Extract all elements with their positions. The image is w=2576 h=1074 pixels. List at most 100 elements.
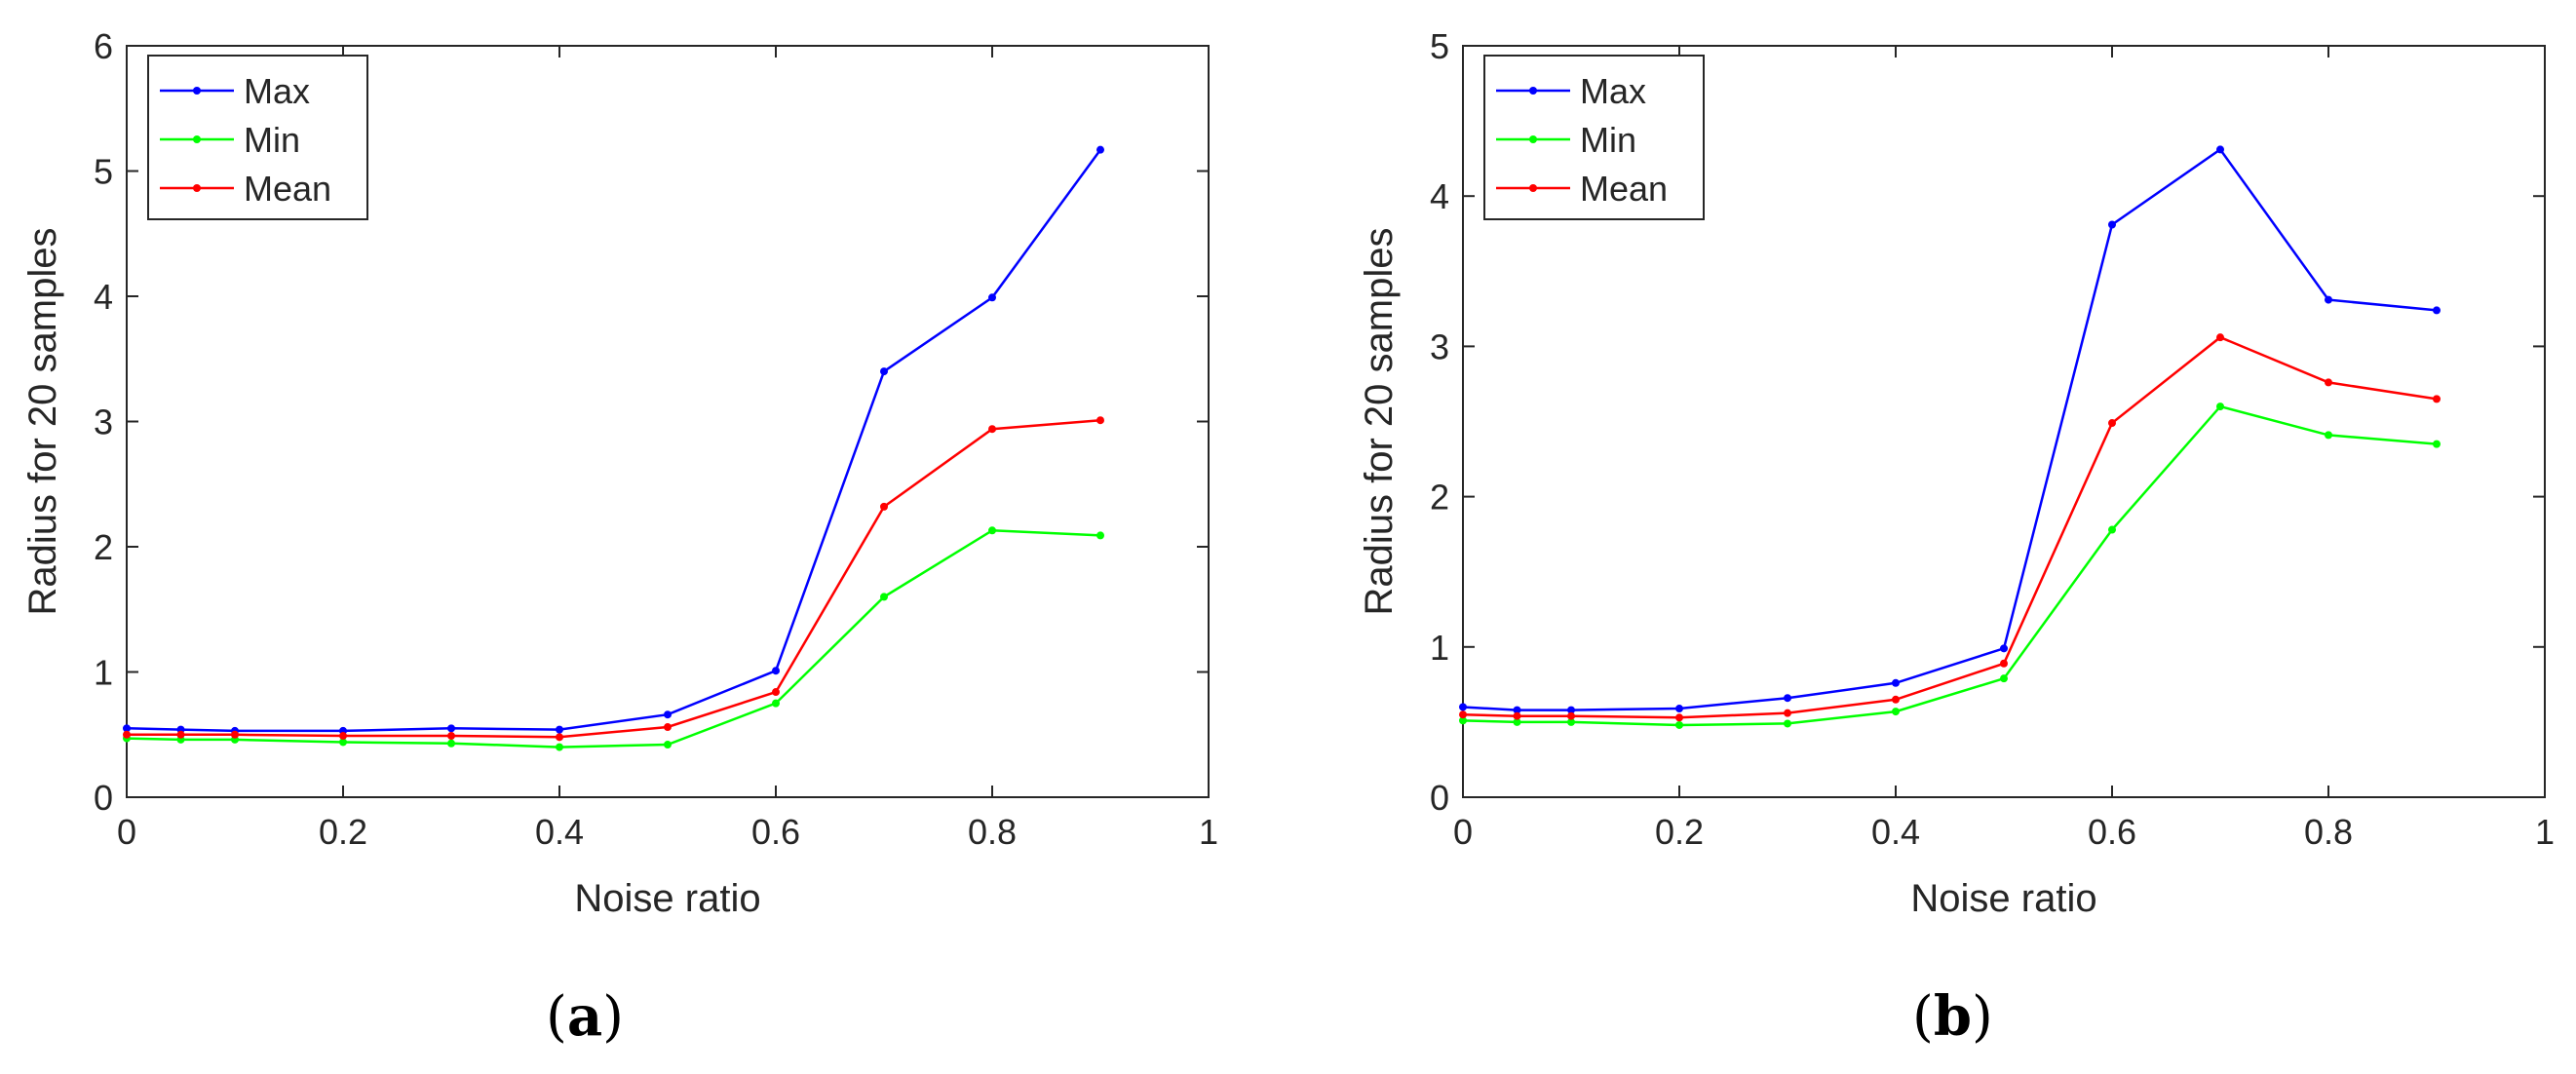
panel-label-a-letter: a xyxy=(566,984,603,1049)
y-tick-label: 4 xyxy=(1430,176,1449,216)
chart-b: 0 0.2 0.4 0.6 0.8 1 0 1 2 3 4 5 Noise ratio Radius fo… xyxy=(1358,26,2555,920)
legend-label-max: Max xyxy=(1580,71,1646,111)
x-tick-label: 0.8 xyxy=(2304,812,2353,852)
x-axis-label: Noise ratio xyxy=(1910,877,2096,920)
data-point-min xyxy=(447,739,455,748)
y-tick-label: 6 xyxy=(94,26,113,66)
data-point-min xyxy=(339,738,347,747)
data-point-mean xyxy=(231,730,239,739)
legend-label-min: Min xyxy=(1580,120,1636,160)
data-point-mean xyxy=(880,502,888,511)
data-point-mean xyxy=(664,723,672,732)
data-point-min xyxy=(772,699,780,708)
data-point-min xyxy=(556,743,563,751)
y-tick-label: 5 xyxy=(94,152,113,192)
data-point-mean xyxy=(1096,416,1104,425)
data-point-min xyxy=(2108,525,2116,534)
x-tick-label: 0 xyxy=(1453,812,1473,852)
y-axis-label: Radius for 20 samples xyxy=(21,228,64,616)
data-point-min xyxy=(2000,674,2008,683)
data-point-max xyxy=(2108,220,2116,229)
legend-box xyxy=(147,55,368,220)
data-point-mean xyxy=(772,688,780,697)
data-point-max xyxy=(2216,145,2224,154)
y-tick-label: 3 xyxy=(94,403,113,442)
data-point-min xyxy=(880,593,888,601)
data-point-mean xyxy=(556,733,563,742)
data-point-min xyxy=(2216,403,2224,411)
data-point-max xyxy=(123,724,131,733)
y-tick-label: 1 xyxy=(1430,628,1449,668)
x-tick-label: 1 xyxy=(2535,812,2555,852)
data-point-min xyxy=(2433,440,2441,448)
data-point-mean xyxy=(339,732,347,741)
data-point-max xyxy=(1459,703,1467,711)
data-point-max xyxy=(1096,145,1104,154)
data-point-min xyxy=(664,741,672,749)
data-point-mean xyxy=(2108,419,2116,428)
data-point-max xyxy=(1567,706,1575,714)
data-point-max xyxy=(2325,295,2332,304)
y-tick-label: 3 xyxy=(1430,326,1449,366)
x-tick-label: 0.2 xyxy=(319,812,367,852)
data-point-mean xyxy=(2000,659,2008,668)
data-point-mean xyxy=(1513,711,1521,720)
data-point-max xyxy=(988,293,996,302)
legend-marker-min xyxy=(1529,135,1537,143)
data-point-max xyxy=(1784,694,1791,703)
legend-label-min: Min xyxy=(244,120,300,160)
data-point-max xyxy=(447,724,455,733)
data-point-mean xyxy=(176,730,185,739)
data-point-mean xyxy=(988,425,996,434)
panel-label-b-letter: b xyxy=(1933,984,1973,1049)
data-point-max xyxy=(2433,306,2441,315)
x-tick-label: 0.8 xyxy=(968,812,1017,852)
x-tick-label: 0.4 xyxy=(1871,812,1920,852)
y-tick-label: 4 xyxy=(94,277,113,317)
panel-label-b: (b) xyxy=(1912,984,1993,1049)
data-point-mean xyxy=(123,730,131,739)
data-point-max xyxy=(1892,678,1900,687)
data-point-min xyxy=(2325,431,2332,440)
data-point-mean xyxy=(1459,710,1467,719)
data-point-mean xyxy=(2216,333,2224,342)
data-point-max xyxy=(2000,644,2008,653)
data-point-min xyxy=(1892,708,1900,716)
data-point-max xyxy=(1675,705,1683,713)
x-tick-label: 0.6 xyxy=(2088,812,2136,852)
legend-label-mean: Mean xyxy=(1580,169,1668,209)
x-tick-label: 0.2 xyxy=(1655,812,1704,852)
x-tick-label: 1 xyxy=(1199,812,1218,852)
legend-label-max: Max xyxy=(244,71,310,111)
y-tick-label: 0 xyxy=(1430,778,1449,818)
y-tick-label: 0 xyxy=(94,778,113,818)
data-point-min xyxy=(988,526,996,535)
data-point-mean xyxy=(1784,709,1791,717)
data-point-min xyxy=(1459,716,1467,725)
x-tick-label: 0.6 xyxy=(751,812,800,852)
legend-marker-min xyxy=(193,135,201,143)
legend-marker-mean xyxy=(1529,184,1537,192)
y-tick-label: 2 xyxy=(1430,478,1449,518)
legend-marker-max xyxy=(193,87,201,95)
chart-a: 0 0.2 0.4 0.6 0.8 1 0 1 2 3 4 5 6 Noise ratio Radius f… xyxy=(21,26,1218,920)
x-axis-label: Noise ratio xyxy=(574,877,760,920)
y-tick-label: 1 xyxy=(94,653,113,693)
legend-box xyxy=(1483,55,1705,220)
y-tick-label: 2 xyxy=(94,527,113,567)
data-point-min xyxy=(1675,720,1683,729)
data-point-min xyxy=(1513,717,1521,726)
legend-label-mean: Mean xyxy=(244,169,331,209)
data-point-min xyxy=(1784,719,1791,728)
data-point-max xyxy=(1513,706,1521,714)
data-point-max xyxy=(772,667,780,675)
data-point-max xyxy=(880,367,888,376)
data-point-mean xyxy=(1567,711,1575,720)
legend-marker-max xyxy=(1529,87,1537,95)
data-point-max xyxy=(556,725,563,734)
data-point-mean xyxy=(447,732,455,741)
data-point-mean xyxy=(1892,695,1900,704)
data-point-mean xyxy=(2433,395,2441,403)
x-tick-label: 0.4 xyxy=(535,812,584,852)
